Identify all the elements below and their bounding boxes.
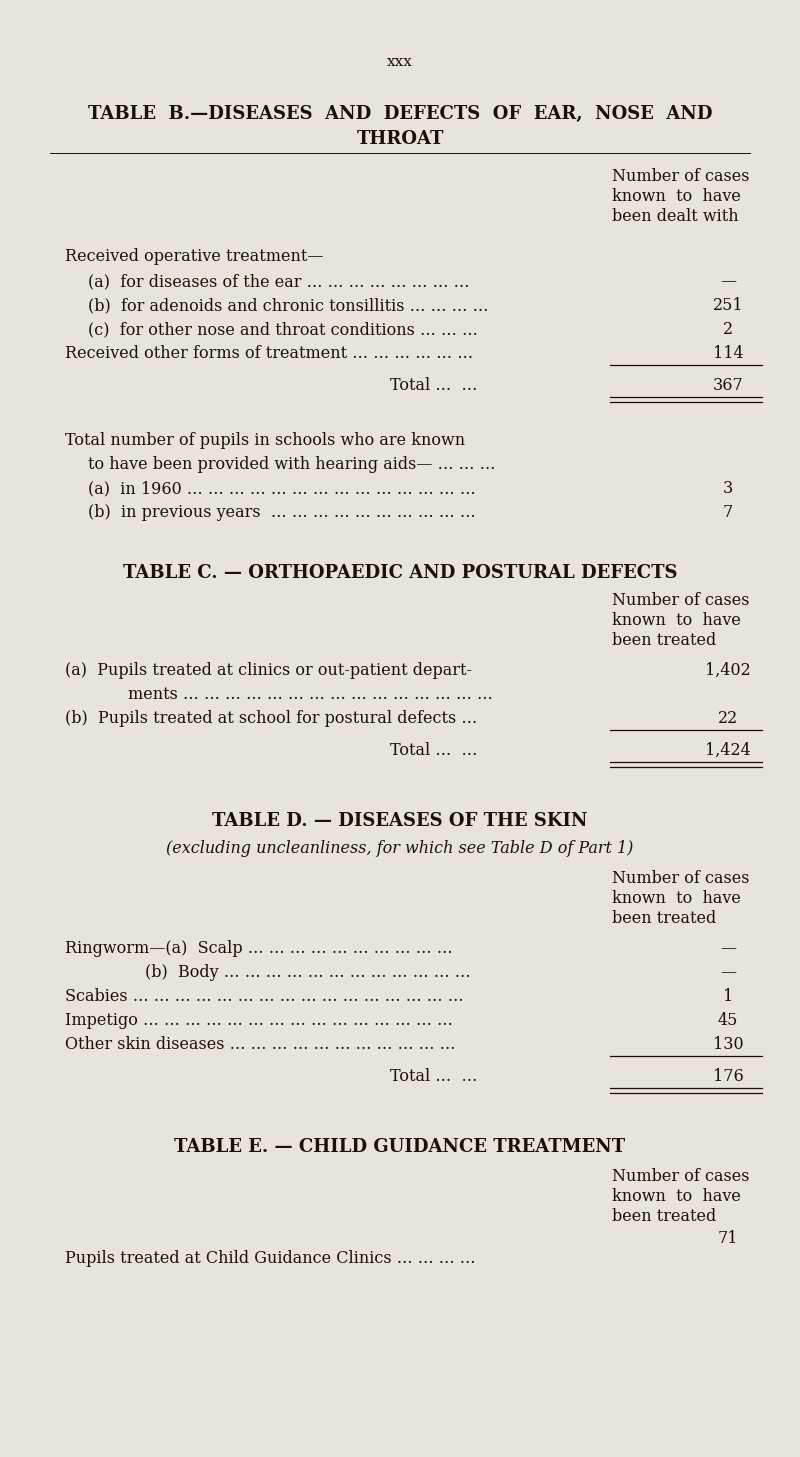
Text: been dealt with: been dealt with (612, 208, 738, 224)
Text: 22: 22 (718, 710, 738, 727)
Text: 114: 114 (713, 345, 743, 361)
Text: (a)  in 1960 … … … … … … … … … … … … … …: (a) in 1960 … … … … … … … … … … … … … … (88, 479, 476, 497)
Text: 1,424: 1,424 (705, 742, 751, 759)
Text: Total …  …: Total … … (390, 377, 478, 393)
Text: Received other forms of treatment … … … … … …: Received other forms of treatment … … … … (65, 345, 473, 361)
Text: (c)  for other nose and throat conditions … … …: (c) for other nose and throat conditions… (88, 321, 478, 338)
Text: Number of cases: Number of cases (612, 1169, 750, 1185)
Text: 130: 130 (713, 1036, 743, 1053)
Text: (b)  Pupils treated at school for postural defects …: (b) Pupils treated at school for postura… (65, 710, 478, 727)
Text: TABLE E. — CHILD GUIDANCE TREATMENT: TABLE E. — CHILD GUIDANCE TREATMENT (174, 1138, 626, 1155)
Text: TABLE  B.—DISEASES  AND  DEFECTS  OF  EAR,  NOSE  AND: TABLE B.—DISEASES AND DEFECTS OF EAR, NO… (88, 105, 712, 122)
Text: 2: 2 (723, 321, 733, 338)
Text: 367: 367 (713, 377, 743, 393)
Text: Scabies … … … … … … … … … … … … … … … …: Scabies … … … … … … … … … … … … … … … … (65, 988, 464, 1005)
Text: —: — (720, 965, 736, 981)
Text: TABLE D. — DISEASES OF THE SKIN: TABLE D. — DISEASES OF THE SKIN (212, 812, 588, 830)
Text: (b)  Body … … … … … … … … … … … …: (b) Body … … … … … … … … … … … … (145, 965, 470, 981)
Text: Other skin diseases … … … … … … … … … … …: Other skin diseases … … … … … … … … … … … (65, 1036, 455, 1053)
Text: known  to  have: known to have (612, 612, 741, 629)
Text: xxx: xxx (387, 55, 413, 68)
Text: been treated: been treated (612, 911, 716, 927)
Text: —: — (720, 272, 736, 290)
Text: 1: 1 (723, 988, 733, 1005)
Text: (a)  for diseases of the ear … … … … … … … …: (a) for diseases of the ear … … … … … … … (88, 272, 470, 290)
Text: (a)  Pupils treated at clinics or out-patient depart-: (a) Pupils treated at clinics or out-pat… (65, 661, 472, 679)
Text: Impetigo … … … … … … … … … … … … … … …: Impetigo … … … … … … … … … … … … … … … (65, 1013, 453, 1029)
Text: 3: 3 (723, 479, 733, 497)
Text: known  to  have: known to have (612, 1187, 741, 1205)
Text: Number of cases: Number of cases (612, 592, 750, 609)
Text: 251: 251 (713, 297, 743, 315)
Text: 176: 176 (713, 1068, 743, 1085)
Text: 1,402: 1,402 (705, 661, 751, 679)
Text: Received operative treatment—: Received operative treatment— (65, 248, 323, 265)
Text: (b)  for adenoids and chronic tonsillitis … … … …: (b) for adenoids and chronic tonsillitis… (88, 297, 489, 315)
Text: ments … … … … … … … … … … … … … … …: ments … … … … … … … … … … … … … … … (128, 686, 493, 702)
Text: 71: 71 (718, 1230, 738, 1247)
Text: Total …  …: Total … … (390, 742, 478, 759)
Text: known  to  have: known to have (612, 188, 741, 205)
Text: known  to  have: known to have (612, 890, 741, 908)
Text: been treated: been treated (612, 632, 716, 648)
Text: Number of cases: Number of cases (612, 870, 750, 887)
Text: Total number of pupils in schools who are known: Total number of pupils in schools who ar… (65, 431, 465, 449)
Text: 45: 45 (718, 1013, 738, 1029)
Text: (excluding uncleanliness, for which see Table D of Part 1): (excluding uncleanliness, for which see … (166, 841, 634, 857)
Text: 7: 7 (723, 504, 733, 522)
Text: THROAT: THROAT (356, 130, 444, 149)
Text: been treated: been treated (612, 1208, 716, 1225)
Text: to have been provided with hearing aids— … … …: to have been provided with hearing aids—… (88, 456, 495, 474)
Text: —: — (720, 940, 736, 957)
Text: TABLE C. — ORTHOPAEDIC AND POSTURAL DEFECTS: TABLE C. — ORTHOPAEDIC AND POSTURAL DEFE… (122, 564, 678, 581)
Text: Total …  …: Total … … (390, 1068, 478, 1085)
Text: Number of cases: Number of cases (612, 168, 750, 185)
Text: Pupils treated at Child Guidance Clinics … … … …: Pupils treated at Child Guidance Clinics… (65, 1250, 476, 1268)
Text: Ringworm—(a)  Scalp … … … … … … … … … …: Ringworm—(a) Scalp … … … … … … … … … … (65, 940, 453, 957)
Text: (b)  in previous years  … … … … … … … … … …: (b) in previous years … … … … … … … … … … (88, 504, 476, 522)
